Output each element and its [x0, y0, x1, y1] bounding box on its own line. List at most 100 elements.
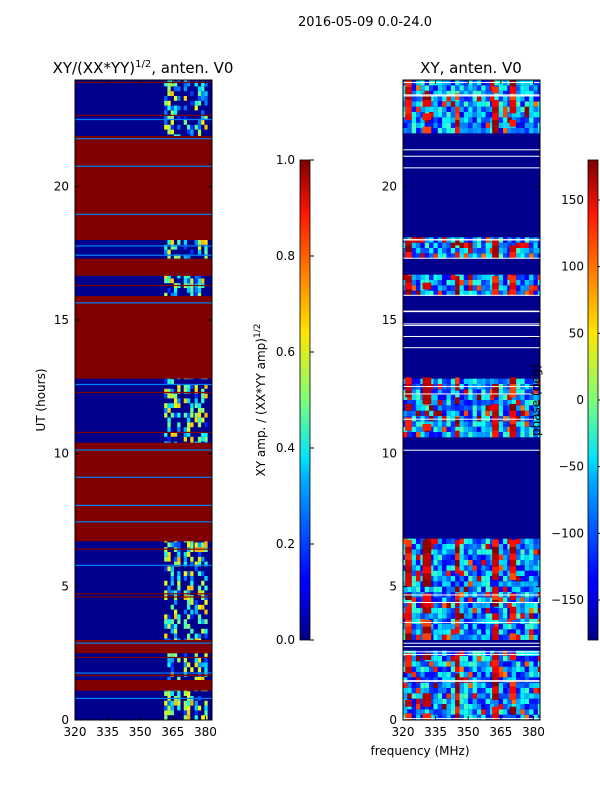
left-heatmap-cell: [167, 652, 171, 658]
right-heatmap-cell: [476, 704, 482, 710]
left-heatmap-cell: [183, 667, 187, 672]
left-heatmap-cell: [186, 614, 191, 620]
right-heatmap-cell: [403, 410, 408, 416]
right-heatmap-cell: [476, 274, 482, 280]
left-heatmap-cell: [186, 427, 191, 432]
right-heatmap-cell: [516, 618, 521, 624]
right-heatmap-cell: [481, 682, 486, 688]
left-heatmap-cell: [164, 273, 168, 279]
right-heatmap-cell: [468, 378, 473, 384]
right-heatmap-cell: [472, 106, 477, 112]
left-heatmap-cell: [197, 124, 202, 130]
right-heatmap-cell: [420, 389, 425, 395]
right-heatmap-cell: [450, 677, 456, 683]
right-heatmap-cell: [416, 565, 421, 571]
right-heatmap-cell: [472, 117, 477, 123]
right-heatmap-cell: [537, 416, 540, 422]
right-heatmap-cell: [459, 421, 464, 427]
right-heatmap-cell: [507, 714, 512, 720]
right-heatmap-cell: [520, 274, 525, 280]
right-heatmap-cell: [442, 90, 447, 96]
right-heatmap-cell: [529, 597, 534, 603]
right-heatmap-cell: [420, 421, 425, 427]
right-heatmap-cell: [472, 253, 477, 259]
right-heatmap-cell: [520, 602, 525, 608]
right-red-streak: [509, 289, 517, 296]
left-heatmap-cell: [183, 244, 187, 250]
right-red-streak: [509, 100, 517, 107]
right-heatmap-cell: [485, 666, 490, 672]
right-heatmap-cell: [472, 602, 477, 608]
right-heatmap-cell: [503, 280, 508, 286]
right-heatmap-cell: [455, 581, 460, 587]
right-heatmap-cell: [416, 693, 421, 699]
right-heatmap-cell: [537, 280, 540, 286]
left-heatmap-cell: [164, 388, 168, 394]
right-heatmap-cell: [537, 248, 540, 254]
right-heatmap-cell: [450, 85, 456, 91]
left-heatmap-cell: [204, 657, 208, 663]
right-heatmap-cell: [503, 618, 508, 624]
right-heatmap-cell: [537, 405, 540, 411]
right-heatmap-cell: [507, 602, 512, 608]
right-heatmap-cell: [446, 128, 451, 134]
right-heatmap-cell: [433, 576, 438, 582]
right-heatmap-cell: [433, 581, 438, 587]
right-heatmap-cell: [533, 274, 538, 280]
right-red-streak: [455, 613, 460, 620]
right-heatmap-cell: [450, 586, 456, 592]
right-heatmap-cell: [537, 85, 540, 91]
right-heatmap-cell: [411, 661, 417, 667]
left-heatmap-cell: [186, 124, 191, 130]
right-heatmap-cell: [416, 432, 421, 438]
right-heatmap-cell: [446, 290, 451, 296]
right-heatmap-cell: [476, 410, 482, 416]
right-heatmap-cell: [468, 394, 473, 400]
left-heatmap-cell: [164, 715, 168, 720]
left-heatmap-cell: [167, 408, 171, 413]
right-heatmap-cell: [537, 96, 540, 102]
right-heatmap-cell: [472, 389, 477, 395]
right-heatmap-cell: [403, 688, 408, 694]
left-heatmap-cell: [204, 422, 208, 428]
right-heatmap-cell: [429, 688, 434, 694]
right-red-streak: [509, 410, 517, 418]
right-heatmap-cell: [416, 389, 421, 395]
left-heatmap-cell: [183, 561, 187, 567]
right-heatmap-cell: [529, 570, 534, 576]
left-heatmap-cell: [164, 244, 168, 250]
right-heatmap-cell: [485, 378, 490, 384]
right-heatmap-cell: [476, 389, 482, 395]
left-heatmap-cell: [183, 595, 187, 600]
right-heatmap-cell: [420, 586, 425, 592]
right-heatmap-cell: [503, 677, 508, 683]
right-heatmap-cell: [433, 661, 438, 667]
right-heatmap-cell: [533, 634, 538, 640]
right-heatmap-cell: [442, 538, 447, 544]
right-heatmap-cell: [450, 570, 456, 576]
left-heatmap-cell: [167, 81, 171, 87]
right-heatmap-cell: [516, 629, 521, 635]
right-heatmap-cell: [520, 410, 525, 416]
right-heatmap-cell: [494, 378, 499, 384]
right-heatmap-cell: [498, 560, 504, 566]
right-heatmap-cell: [446, 560, 451, 566]
right-heatmap-cell: [463, 122, 469, 128]
right-heatmap-cell: [433, 101, 438, 107]
right-red-streak: [492, 252, 499, 259]
right-heatmap-cell: [459, 693, 464, 699]
right-heatmap-cell: [520, 432, 525, 438]
right-heatmap-cell: [476, 280, 482, 286]
right-red-streak: [492, 626, 499, 634]
left-heatmap-cell: [177, 691, 181, 696]
left-heatmap-cell: [173, 254, 178, 260]
right-heatmap-cell: [498, 597, 504, 603]
right-heatmap-cell: [516, 634, 521, 640]
right-heatmap-cell: [442, 285, 447, 291]
right-heatmap-cell: [450, 666, 456, 672]
right-red-streak: [509, 80, 517, 87]
left-heatmap-cell: [194, 124, 198, 130]
right-heatmap-cell: [537, 106, 540, 112]
right-heatmap-cell: [416, 613, 421, 619]
right-heatmap-cell: [485, 544, 490, 550]
